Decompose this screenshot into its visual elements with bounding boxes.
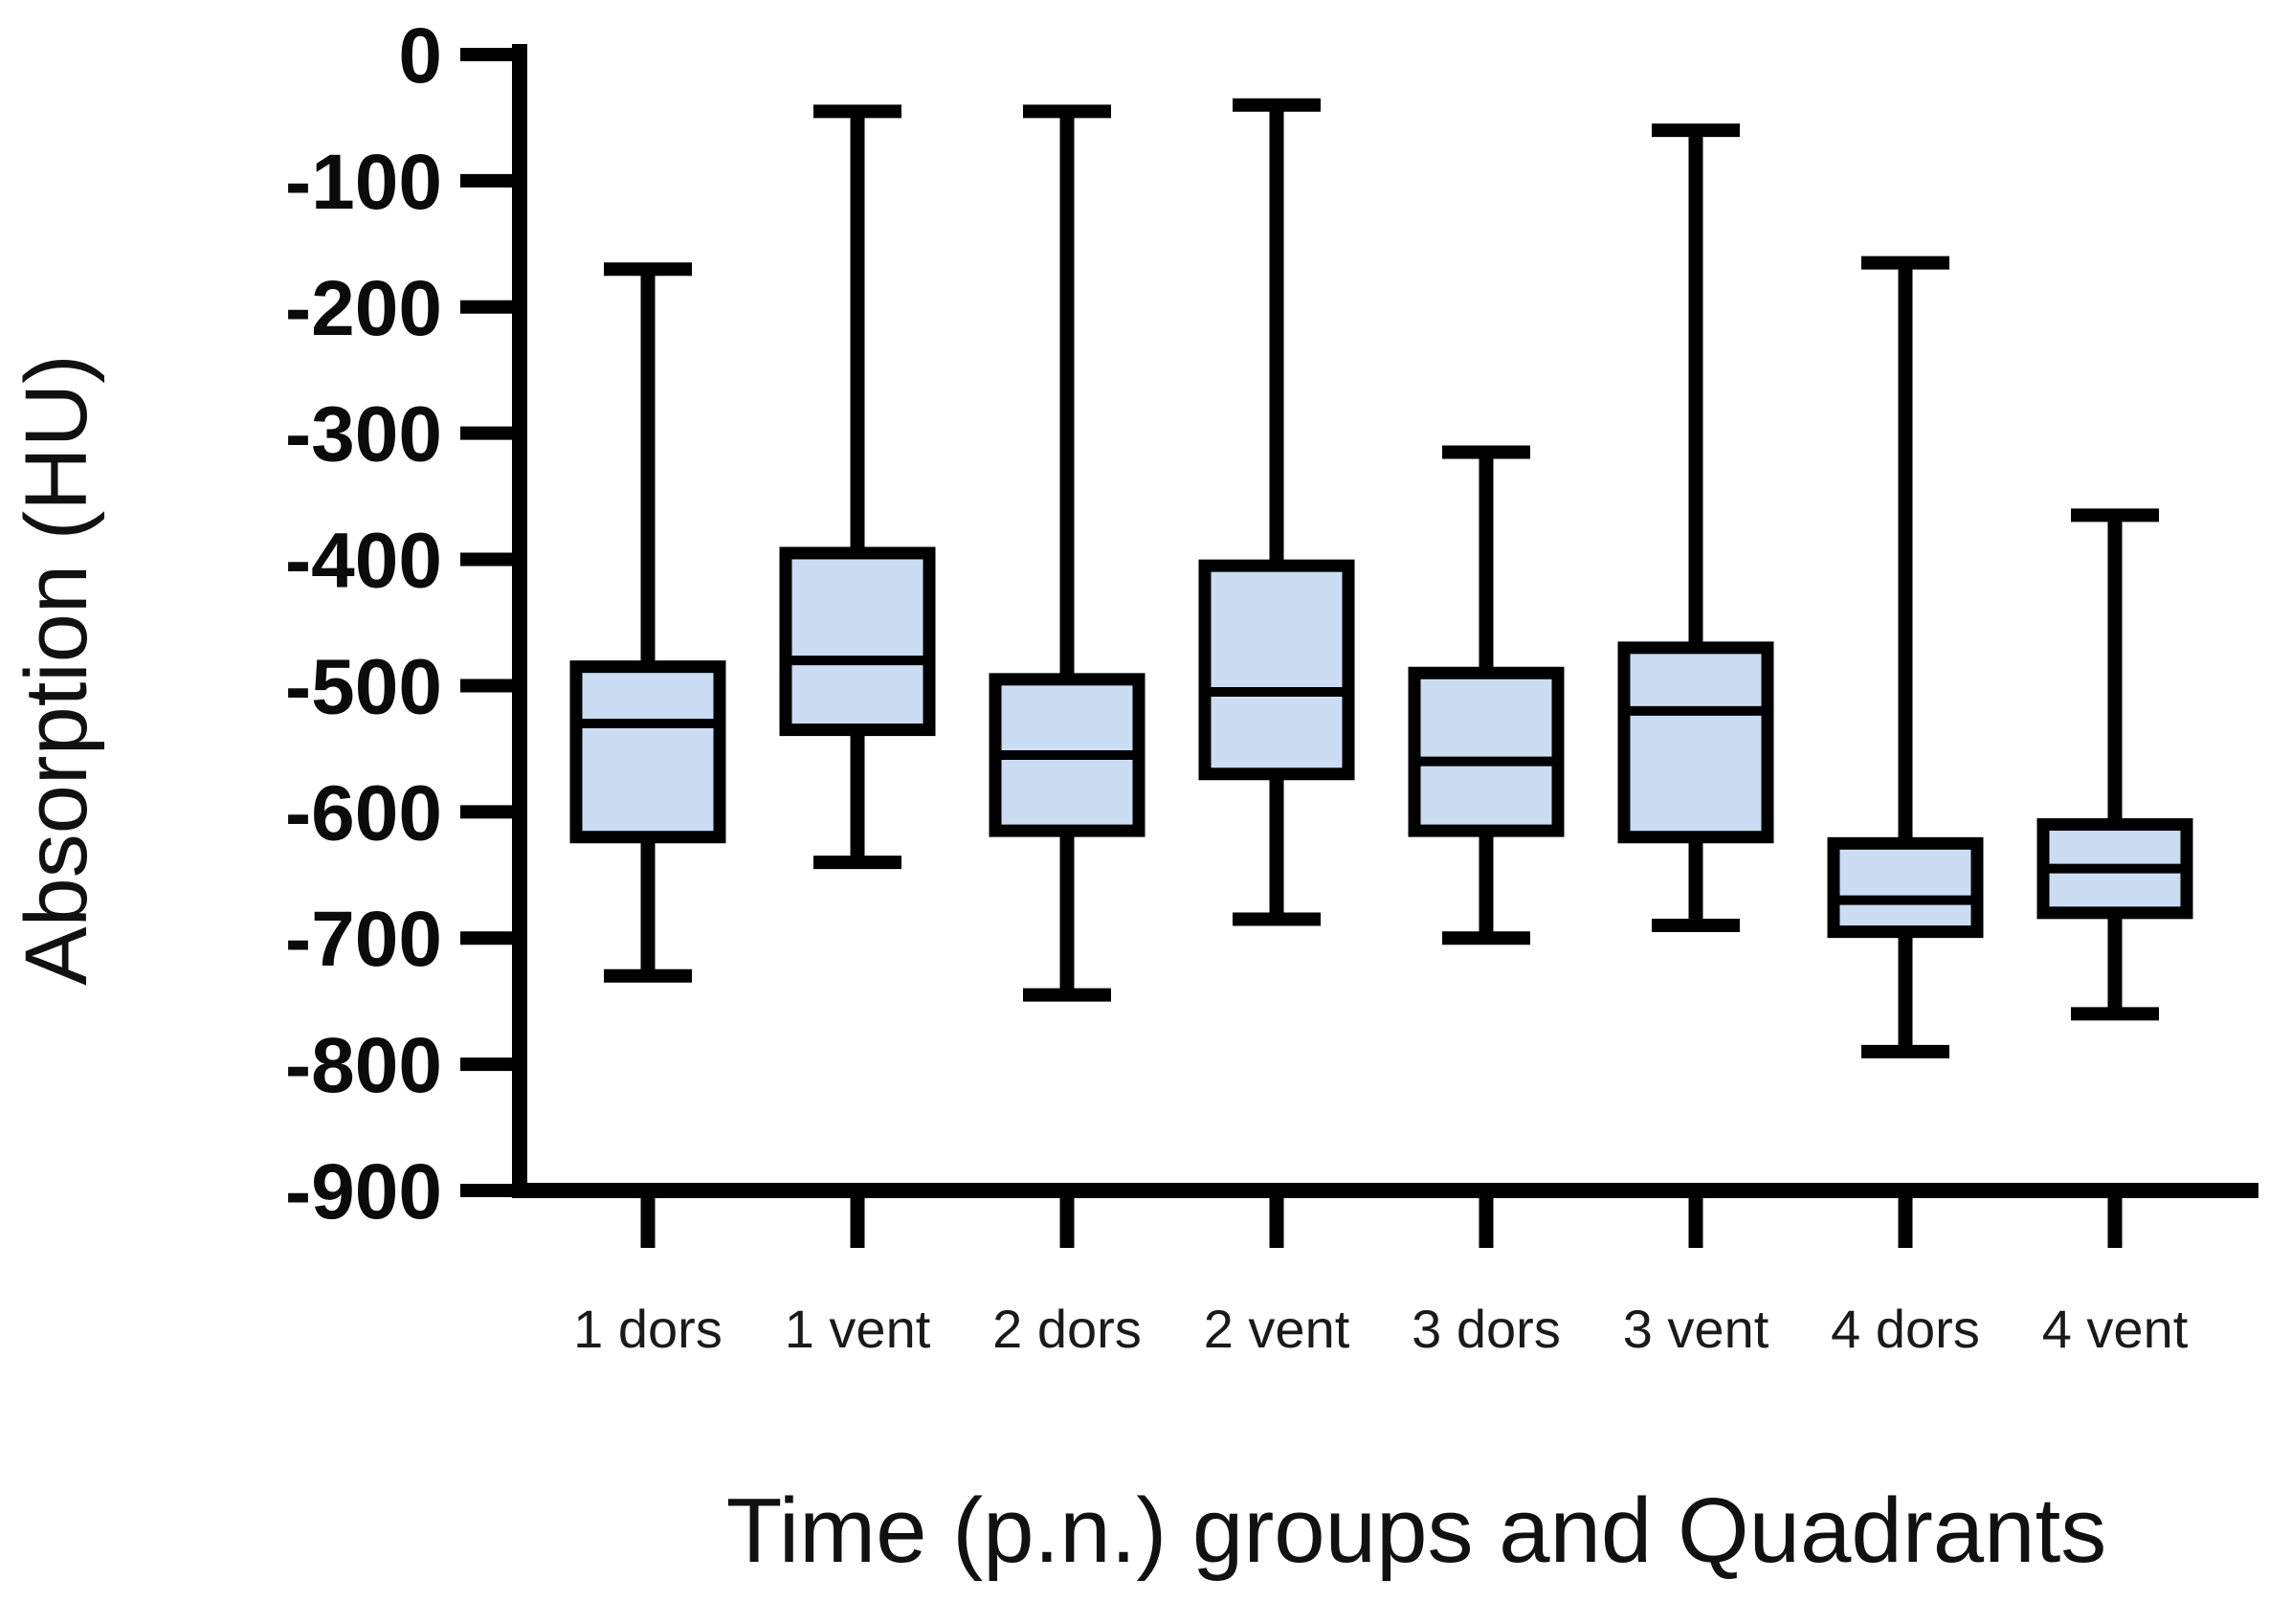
x-tick-label: 4 dors (1831, 1299, 1980, 1359)
y-tick-label: -800 (285, 1022, 442, 1109)
x-axis: 1 dors 1 vent 2 dors 2 vent 3 dors 3 vent 4 do… (512, 1183, 2258, 1359)
box-plot-4-dors (1827, 256, 1984, 1058)
x-tick-label: 1 dors (573, 1299, 723, 1359)
x-tick-label: 2 vent (1204, 1299, 1350, 1359)
box-plot-3-vent (1617, 123, 1774, 933)
iqr-box (1617, 641, 1774, 844)
x-tick-label: 4 vent (2042, 1299, 2189, 1359)
box-plot-3-dors (1408, 445, 1565, 945)
box-series (569, 98, 2193, 1058)
y-tick-label: 0 (398, 12, 442, 100)
y-tick-label: -300 (285, 391, 442, 478)
box-plot-2-dors (989, 104, 1146, 1002)
y-tick-label: -900 (285, 1148, 442, 1235)
y-axis: 0 -100 -200 -300 -400 -500 -600 -700 -800 -900 (285, 12, 527, 1235)
y-tick-label: -100 (285, 139, 442, 226)
x-axis-title: Time (p.n.) groups and Quadrants (726, 1479, 2106, 1582)
box-plot-2-vent (1198, 98, 1355, 926)
y-tick-label: -600 (285, 769, 442, 856)
box-plot-1-vent (779, 104, 936, 870)
iqr-box (1198, 559, 1355, 781)
y-tick-label: -700 (285, 896, 442, 983)
y-tick-label: -200 (285, 265, 442, 352)
x-tick-label: 3 vent (1623, 1299, 1769, 1359)
box-plot-4-vent (2036, 508, 2193, 1021)
iqr-box (1408, 666, 1565, 837)
x-tick-label: 2 dors (992, 1299, 1142, 1359)
iqr-box (1827, 836, 1984, 939)
x-tick-label: 1 vent (785, 1299, 931, 1359)
iqr-box (569, 660, 726, 844)
iqr-box (779, 546, 936, 737)
y-axis-title: Absorption (HU) (8, 354, 105, 986)
y-tick-label: -400 (285, 518, 442, 605)
x-tick-label: 3 dors (1412, 1299, 1561, 1359)
y-tick-label: -500 (285, 643, 442, 730)
box-plot-1-dors (569, 262, 726, 983)
